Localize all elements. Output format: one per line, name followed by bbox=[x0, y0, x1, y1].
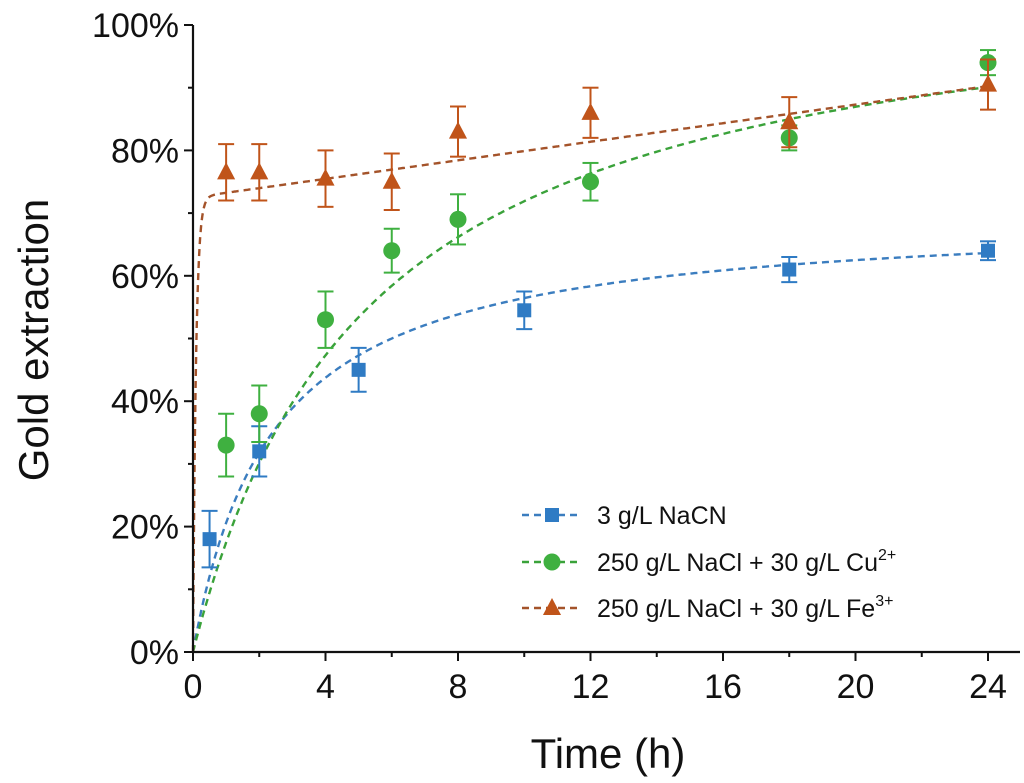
circle-marker bbox=[383, 242, 401, 260]
data-point-3[interactable] bbox=[780, 96, 799, 149]
y-tick-label: 60% bbox=[111, 258, 179, 296]
legend-triangle-marker bbox=[542, 597, 562, 616]
triangle-marker bbox=[217, 162, 236, 180]
data-point-1[interactable] bbox=[980, 240, 996, 262]
y-tick-label: 0% bbox=[130, 634, 179, 672]
data-point-2[interactable] bbox=[217, 412, 235, 478]
triangle-marker bbox=[316, 168, 335, 186]
x-tick-label: 24 bbox=[969, 668, 1007, 706]
legend-item-3: 250 g/L NaCl + 30 g/L Fe3+ bbox=[522, 593, 893, 623]
x-tick-label: 0 bbox=[184, 668, 203, 706]
y-tick-label: 20% bbox=[111, 509, 179, 547]
data-point-3[interactable] bbox=[978, 58, 998, 111]
y-axis-title: Gold extraction bbox=[10, 199, 57, 481]
triangle-marker bbox=[250, 162, 269, 180]
legend-label-superscript: 3+ bbox=[875, 593, 893, 610]
data-point-3[interactable] bbox=[316, 149, 335, 208]
data-point-2[interactable] bbox=[449, 193, 467, 246]
data-point-1[interactable] bbox=[781, 255, 798, 284]
legend-label: 250 g/L NaCl + 30 g/L Fe3+ bbox=[597, 593, 893, 623]
triangle-marker bbox=[581, 102, 600, 120]
data-point-1[interactable] bbox=[350, 346, 367, 393]
square-marker bbox=[782, 262, 797, 277]
data-point-3[interactable] bbox=[250, 143, 269, 202]
data-point-3[interactable] bbox=[217, 143, 236, 202]
y-tick-label: 100% bbox=[92, 7, 179, 45]
triangle-marker bbox=[448, 121, 468, 139]
square-marker bbox=[252, 444, 267, 459]
legend-square-marker bbox=[545, 508, 559, 522]
circle-marker bbox=[250, 405, 268, 423]
square-marker bbox=[981, 243, 995, 258]
legend-circle-marker bbox=[543, 553, 561, 571]
axes: 0% 20% 40% 60% 80% 100% 0 4 8 12 16 20 24 bbox=[92, 7, 1020, 706]
data-point-3[interactable] bbox=[581, 86, 600, 139]
fit-curve-3 bbox=[191, 84, 989, 653]
x-tick-label: 16 bbox=[704, 668, 742, 706]
x-tick-label: 20 bbox=[837, 668, 875, 706]
circle-marker bbox=[317, 311, 334, 329]
data-point-2[interactable] bbox=[317, 290, 334, 349]
circle-marker bbox=[582, 173, 599, 191]
data-point-3[interactable] bbox=[382, 152, 401, 211]
x-tick-label: 8 bbox=[449, 668, 468, 706]
data-point-2[interactable] bbox=[582, 161, 599, 202]
legend-item-2: 250 g/L NaCl + 30 g/L Cu2+ bbox=[522, 547, 896, 577]
legend: 3 g/L NaCN 250 g/L NaCl + 30 g/L Cu2+ 250 … bbox=[522, 502, 896, 623]
triangle-marker bbox=[382, 171, 401, 189]
legend-label-superscript: 2+ bbox=[878, 547, 896, 564]
data-point-1[interactable] bbox=[201, 509, 218, 569]
x-tick-label: 4 bbox=[316, 668, 335, 706]
data-point-2[interactable] bbox=[383, 227, 401, 274]
x-tick-label: 12 bbox=[572, 668, 610, 706]
circle-marker bbox=[449, 210, 467, 228]
legend-label: 250 g/L NaCl + 30 g/L Cu2+ bbox=[597, 547, 896, 577]
triangle-marker bbox=[780, 112, 799, 130]
data-point-3[interactable] bbox=[448, 105, 468, 158]
legend-item-1: 3 g/L NaCN bbox=[522, 502, 727, 530]
data-points bbox=[201, 49, 998, 569]
y-tick-label: 40% bbox=[111, 383, 179, 421]
triangle-marker bbox=[978, 74, 998, 92]
x-axis-title: Time (h) bbox=[531, 730, 686, 777]
square-marker bbox=[517, 303, 532, 318]
data-point-2[interactable] bbox=[250, 384, 268, 443]
legend-label: 3 g/L NaCN bbox=[597, 502, 727, 530]
circle-marker bbox=[217, 436, 235, 454]
y-tick-label: 80% bbox=[111, 132, 179, 170]
square-marker bbox=[351, 362, 366, 377]
fit-curve-1 bbox=[191, 251, 989, 653]
data-point-1[interactable] bbox=[516, 290, 533, 331]
square-marker bbox=[202, 532, 217, 547]
